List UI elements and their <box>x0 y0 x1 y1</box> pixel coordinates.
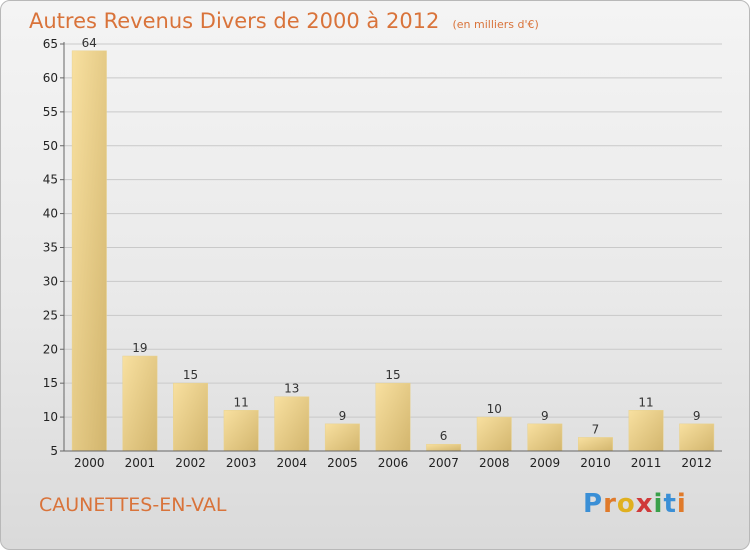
logo-letter: o <box>616 489 636 519</box>
axes: 5 10 15 20 25 30 35 40 45 50 55 60 65 2000 2001 2002 200… <box>43 37 722 470</box>
bar-value-label: 13 <box>284 382 299 396</box>
x-tick-label: 2012 <box>681 456 712 470</box>
y-tick-label: 15 <box>43 376 58 390</box>
y-tick-label: 20 <box>43 342 58 356</box>
logo-letter: i <box>653 489 664 519</box>
bar-2007 <box>426 443 462 452</box>
bar-2006 <box>375 382 411 452</box>
y-tick-label: 30 <box>43 274 58 288</box>
x-tick-label: 2004 <box>276 456 307 470</box>
y-tick-label: 25 <box>43 308 58 322</box>
bar-2003 <box>223 410 259 452</box>
bar-2001 <box>122 355 158 452</box>
bar-value-label: 64 <box>82 36 97 50</box>
y-tick-label: 5 <box>50 444 58 458</box>
chart-title-unit: (en milliers d'€) <box>452 18 539 31</box>
bar-2012 <box>679 423 715 452</box>
bar-value-label: 15 <box>385 368 400 382</box>
y-tick-label: 10 <box>43 410 58 424</box>
logo-letter: x <box>635 489 654 519</box>
x-tick-label: 2005 <box>327 456 358 470</box>
x-tick-label: 2006 <box>378 456 409 470</box>
bar-2008 <box>476 416 512 452</box>
y-tick-label: 45 <box>43 173 58 187</box>
y-tick-label: 60 <box>43 71 58 85</box>
bar-value-label: 15 <box>183 368 198 382</box>
bar-2009 <box>527 423 563 452</box>
x-tick-label: 2010 <box>580 456 611 470</box>
bar-2004 <box>274 396 310 452</box>
bar-value-label: 7 <box>592 422 600 436</box>
chart-title-main: Autres Revenus Divers de 2000 à 2012 <box>29 9 440 33</box>
bar-2011 <box>628 410 664 452</box>
bar-2005 <box>324 423 360 452</box>
logo-letter: r <box>603 489 617 519</box>
bar-value-label: 9 <box>541 409 549 423</box>
x-tick-label: 2007 <box>428 456 459 470</box>
x-tick-label: 2003 <box>226 456 257 470</box>
y-tick-label: 50 <box>43 139 58 153</box>
x-tick-label: 2001 <box>125 456 156 470</box>
bar-value-label: 19 <box>132 341 147 355</box>
x-tick-label: 2011 <box>631 456 662 470</box>
y-tick-label: 55 <box>43 105 58 119</box>
x-tick-label: 2008 <box>479 456 510 470</box>
location-label: CAUNETTES-EN-VAL <box>39 494 227 516</box>
bar-2002 <box>173 382 208 452</box>
x-tick-label: 2009 <box>530 456 561 470</box>
y-tick-label: 40 <box>43 207 58 221</box>
proxiti-logo: Proxiti <box>583 489 687 519</box>
chart-title: Autres Revenus Divers de 2000 à 2012 (en… <box>29 9 539 33</box>
bar-value-label: 9 <box>339 409 347 423</box>
bar-2010 <box>578 437 613 452</box>
logo-letter: i <box>676 489 687 519</box>
bar-2000 <box>71 50 107 452</box>
x-tick-label: 2002 <box>175 456 206 470</box>
y-tick-label: 65 <box>43 37 58 51</box>
bars: 64 19 15 11 13 9 15 6 10 9 7 11 9 <box>71 36 715 452</box>
logo-letter: P <box>583 489 604 519</box>
logo-letter: t <box>663 489 677 519</box>
x-tick-label: 2000 <box>74 456 105 470</box>
bar-value-label: 9 <box>693 409 701 423</box>
bar-value-label: 10 <box>487 402 502 416</box>
y-tick-label: 35 <box>43 241 58 255</box>
bar-value-label: 11 <box>234 395 249 409</box>
bar-value-label: 6 <box>440 429 448 443</box>
bar-value-label: 11 <box>638 395 653 409</box>
